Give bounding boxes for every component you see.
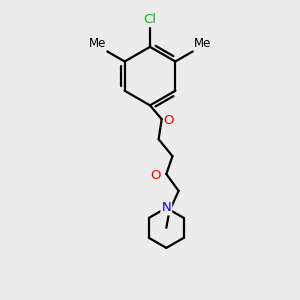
Text: O: O <box>150 169 161 182</box>
Text: Me: Me <box>88 37 106 50</box>
Text: Cl: Cl <box>143 13 157 26</box>
Text: Me: Me <box>194 37 211 50</box>
Text: O: O <box>164 114 174 127</box>
Text: N: N <box>161 201 171 214</box>
